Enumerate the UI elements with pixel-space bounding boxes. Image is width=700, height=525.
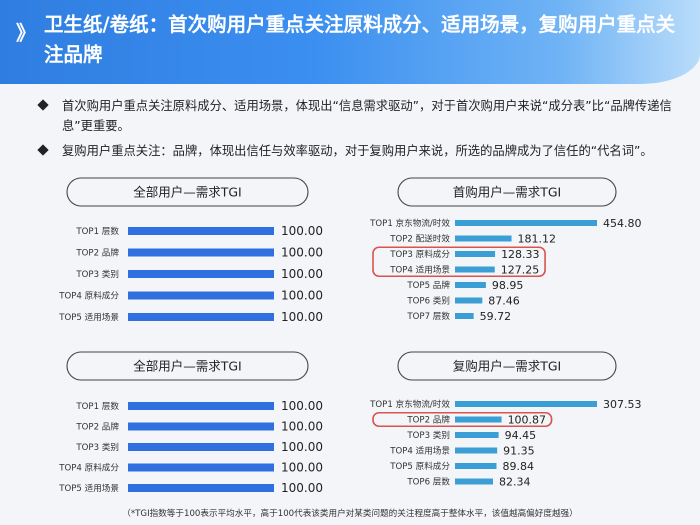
category-label: TOP1 层数 xyxy=(75,225,119,237)
bar xyxy=(128,227,274,235)
value-label: 59.72 xyxy=(480,310,512,323)
highlight-box xyxy=(372,411,553,428)
bar xyxy=(455,416,502,423)
bullet-item: 复购用户重点关注：品牌，体现出信任与效率驱动，对于复购用户来说，所选的品牌成为了… xyxy=(36,141,676,161)
chart-title-pill xyxy=(66,351,309,381)
category-label: TOP4 适用场景 xyxy=(389,265,450,276)
value-label: 94.45 xyxy=(505,429,537,442)
bar xyxy=(128,313,274,321)
value-label: 100.00 xyxy=(281,461,323,475)
value-label: 87.46 xyxy=(488,295,520,308)
value-label: 100.00 xyxy=(281,224,323,238)
footnote: （*TGI指数等于100表示平均水平，高于100代表该类用户对某类问题的关注程度… xyxy=(122,509,578,519)
value-label: 100.87 xyxy=(508,414,546,427)
category-label: TOP6 类别 xyxy=(406,295,450,307)
value-label: 98.95 xyxy=(492,279,523,292)
value-label: 82.34 xyxy=(499,476,531,489)
category-label: TOP3 原料成分 xyxy=(389,248,450,260)
bar xyxy=(128,402,274,410)
category-label: TOP5 适用场景 xyxy=(58,483,119,494)
chart-title-pill xyxy=(397,177,617,207)
value-label: 454.80 xyxy=(603,217,642,230)
highlight-box xyxy=(372,246,546,278)
chart-title: 全部用户—需求TGI xyxy=(133,185,242,200)
bar xyxy=(128,291,274,300)
category-label: TOP4 适用场景 xyxy=(389,446,450,457)
bar xyxy=(455,251,496,257)
category-label: TOP1 京东物流/时效 xyxy=(369,217,450,229)
category-label: TOP2 品牌 xyxy=(75,247,119,259)
bar xyxy=(455,297,483,304)
category-label: TOP3 类别 xyxy=(75,268,119,280)
diamond-bullet-icon xyxy=(37,99,49,111)
category-label: TOP2 品牌 xyxy=(406,414,450,426)
bullet-text: 复购用户重点关注：品牌，体现出信任与效率驱动，对于复购用户来说，所选的品牌成为了… xyxy=(62,144,653,158)
category-label: TOP5 原料成分 xyxy=(389,460,450,472)
value-label: 307.53 xyxy=(603,398,642,411)
chevron-icon: 》 xyxy=(16,21,36,45)
bar xyxy=(455,266,495,273)
category-label: TOP4 原料成分 xyxy=(58,290,119,302)
bar xyxy=(455,463,497,469)
bullet-text: 首次购用户重点关注原料成分、适用场景，体现出“信息需求驱动”，对于首次购用户来说… xyxy=(62,99,672,133)
value-label: 128.33 xyxy=(501,248,540,261)
bar xyxy=(455,478,494,485)
value-label: 100.00 xyxy=(281,399,323,413)
value-label: 91.35 xyxy=(503,445,535,458)
chart-title-pill xyxy=(397,351,617,381)
bar xyxy=(455,447,498,454)
bar xyxy=(455,220,597,226)
diamond-bullet-icon xyxy=(37,144,49,156)
chart-title: 全部用户—需求TGI xyxy=(133,359,242,374)
category-label: TOP3 类别 xyxy=(75,441,119,453)
value-label: 181.12 xyxy=(518,233,557,246)
chart-title: 首购用户—需求TGI xyxy=(453,185,562,200)
category-label: TOP5 适用场景 xyxy=(58,312,119,323)
category-label: TOP1 京东物流/时效 xyxy=(369,398,450,410)
category-label: TOP7 层数 xyxy=(406,310,450,322)
bar xyxy=(128,270,274,278)
value-label: 100.00 xyxy=(281,481,323,495)
value-label: 100.00 xyxy=(281,289,323,303)
bar xyxy=(128,463,274,472)
bar xyxy=(128,484,274,492)
bar xyxy=(128,422,274,431)
header-banner: 》 卫生纸/卷纸：首次购用户重点关注原料成分、适用场景，复购用户重点关注品牌 xyxy=(0,0,700,84)
category-label: TOP4 原料成分 xyxy=(58,462,119,474)
bar xyxy=(455,313,474,319)
value-label: 100.00 xyxy=(281,246,323,260)
value-label: 100.00 xyxy=(281,267,323,281)
category-label: TOP5 品牌 xyxy=(406,279,450,291)
bar xyxy=(455,432,499,438)
category-label: TOP2 配送时效 xyxy=(389,233,450,245)
category-label: TOP6 层数 xyxy=(406,476,450,488)
category-label: TOP3 类别 xyxy=(406,429,450,441)
bar xyxy=(455,401,597,407)
value-label: 89.84 xyxy=(502,460,534,473)
value-label: 100.00 xyxy=(281,310,323,324)
value-label: 100.00 xyxy=(281,440,323,454)
bar xyxy=(455,282,486,288)
category-label: TOP1 层数 xyxy=(75,400,119,412)
bar xyxy=(455,235,512,242)
bullet-list: 首次购用户重点关注原料成分、适用场景，体现出“信息需求驱动”，对于首次购用户来说… xyxy=(36,96,676,166)
chart-title-pill xyxy=(66,177,309,207)
bullet-item: 首次购用户重点关注原料成分、适用场景，体现出“信息需求驱动”，对于首次购用户来说… xyxy=(36,96,676,136)
category-label: TOP2 品牌 xyxy=(75,421,119,433)
page-title: 卫生纸/卷纸：首次购用户重点关注原料成分、适用场景，复购用户重点关注品牌 xyxy=(44,13,676,66)
bar xyxy=(128,248,274,257)
bar xyxy=(128,443,274,451)
chart-title: 复购用户—需求TGI xyxy=(453,359,562,374)
value-label: 100.00 xyxy=(281,420,323,434)
value-label: 127.25 xyxy=(501,264,540,277)
